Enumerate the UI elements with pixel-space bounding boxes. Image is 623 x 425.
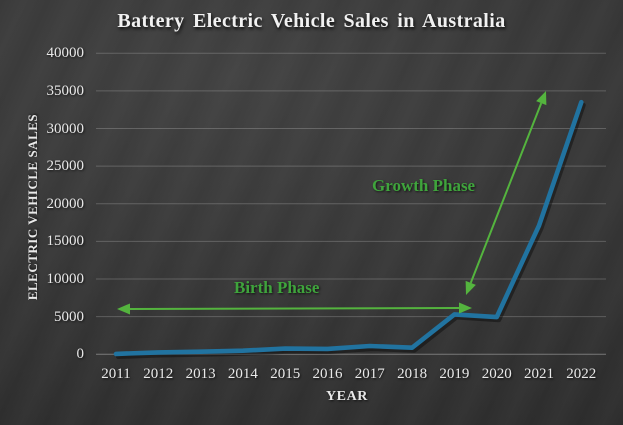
x-tick-label: 2013 — [185, 366, 216, 382]
y-tick-label: 20000 — [46, 195, 85, 212]
chart-title: Battery Electric Vehicle Sales in Austra… — [117, 10, 506, 32]
x-tick-label: 2019 — [439, 366, 470, 382]
annotation-growth-phase-label: Growth Phase — [372, 176, 476, 195]
y-tick-label: 0 — [76, 346, 85, 363]
y-tick-label: 40000 — [46, 45, 85, 62]
y-tick-label: 30000 — [46, 120, 85, 137]
x-tick-label: 2021 — [524, 366, 554, 382]
x-tick-label: 2020 — [481, 366, 512, 382]
y-tick-label: 35000 — [46, 82, 85, 99]
x-tick-label: 2017 — [354, 366, 385, 382]
x-tick-label: 2018 — [397, 366, 428, 382]
x-tick-label: 2022 — [566, 366, 597, 382]
x-axis-title: YEAR — [325, 389, 369, 404]
x-tick-label: 2014 — [227, 366, 258, 382]
x-tick-label: 2012 — [143, 366, 174, 382]
y-tick-label: 25000 — [46, 158, 85, 175]
y-tick-label: 10000 — [46, 271, 85, 288]
y-tick-label: 5000 — [54, 308, 84, 325]
x-tick-label: 2011 — [101, 366, 131, 382]
y-tick-label: 15000 — [46, 233, 85, 250]
x-tick-label: 2015 — [270, 366, 301, 382]
x-tick-label: 2016 — [312, 366, 343, 382]
annotation-birth-phase-label: Birth Phase — [234, 278, 320, 297]
